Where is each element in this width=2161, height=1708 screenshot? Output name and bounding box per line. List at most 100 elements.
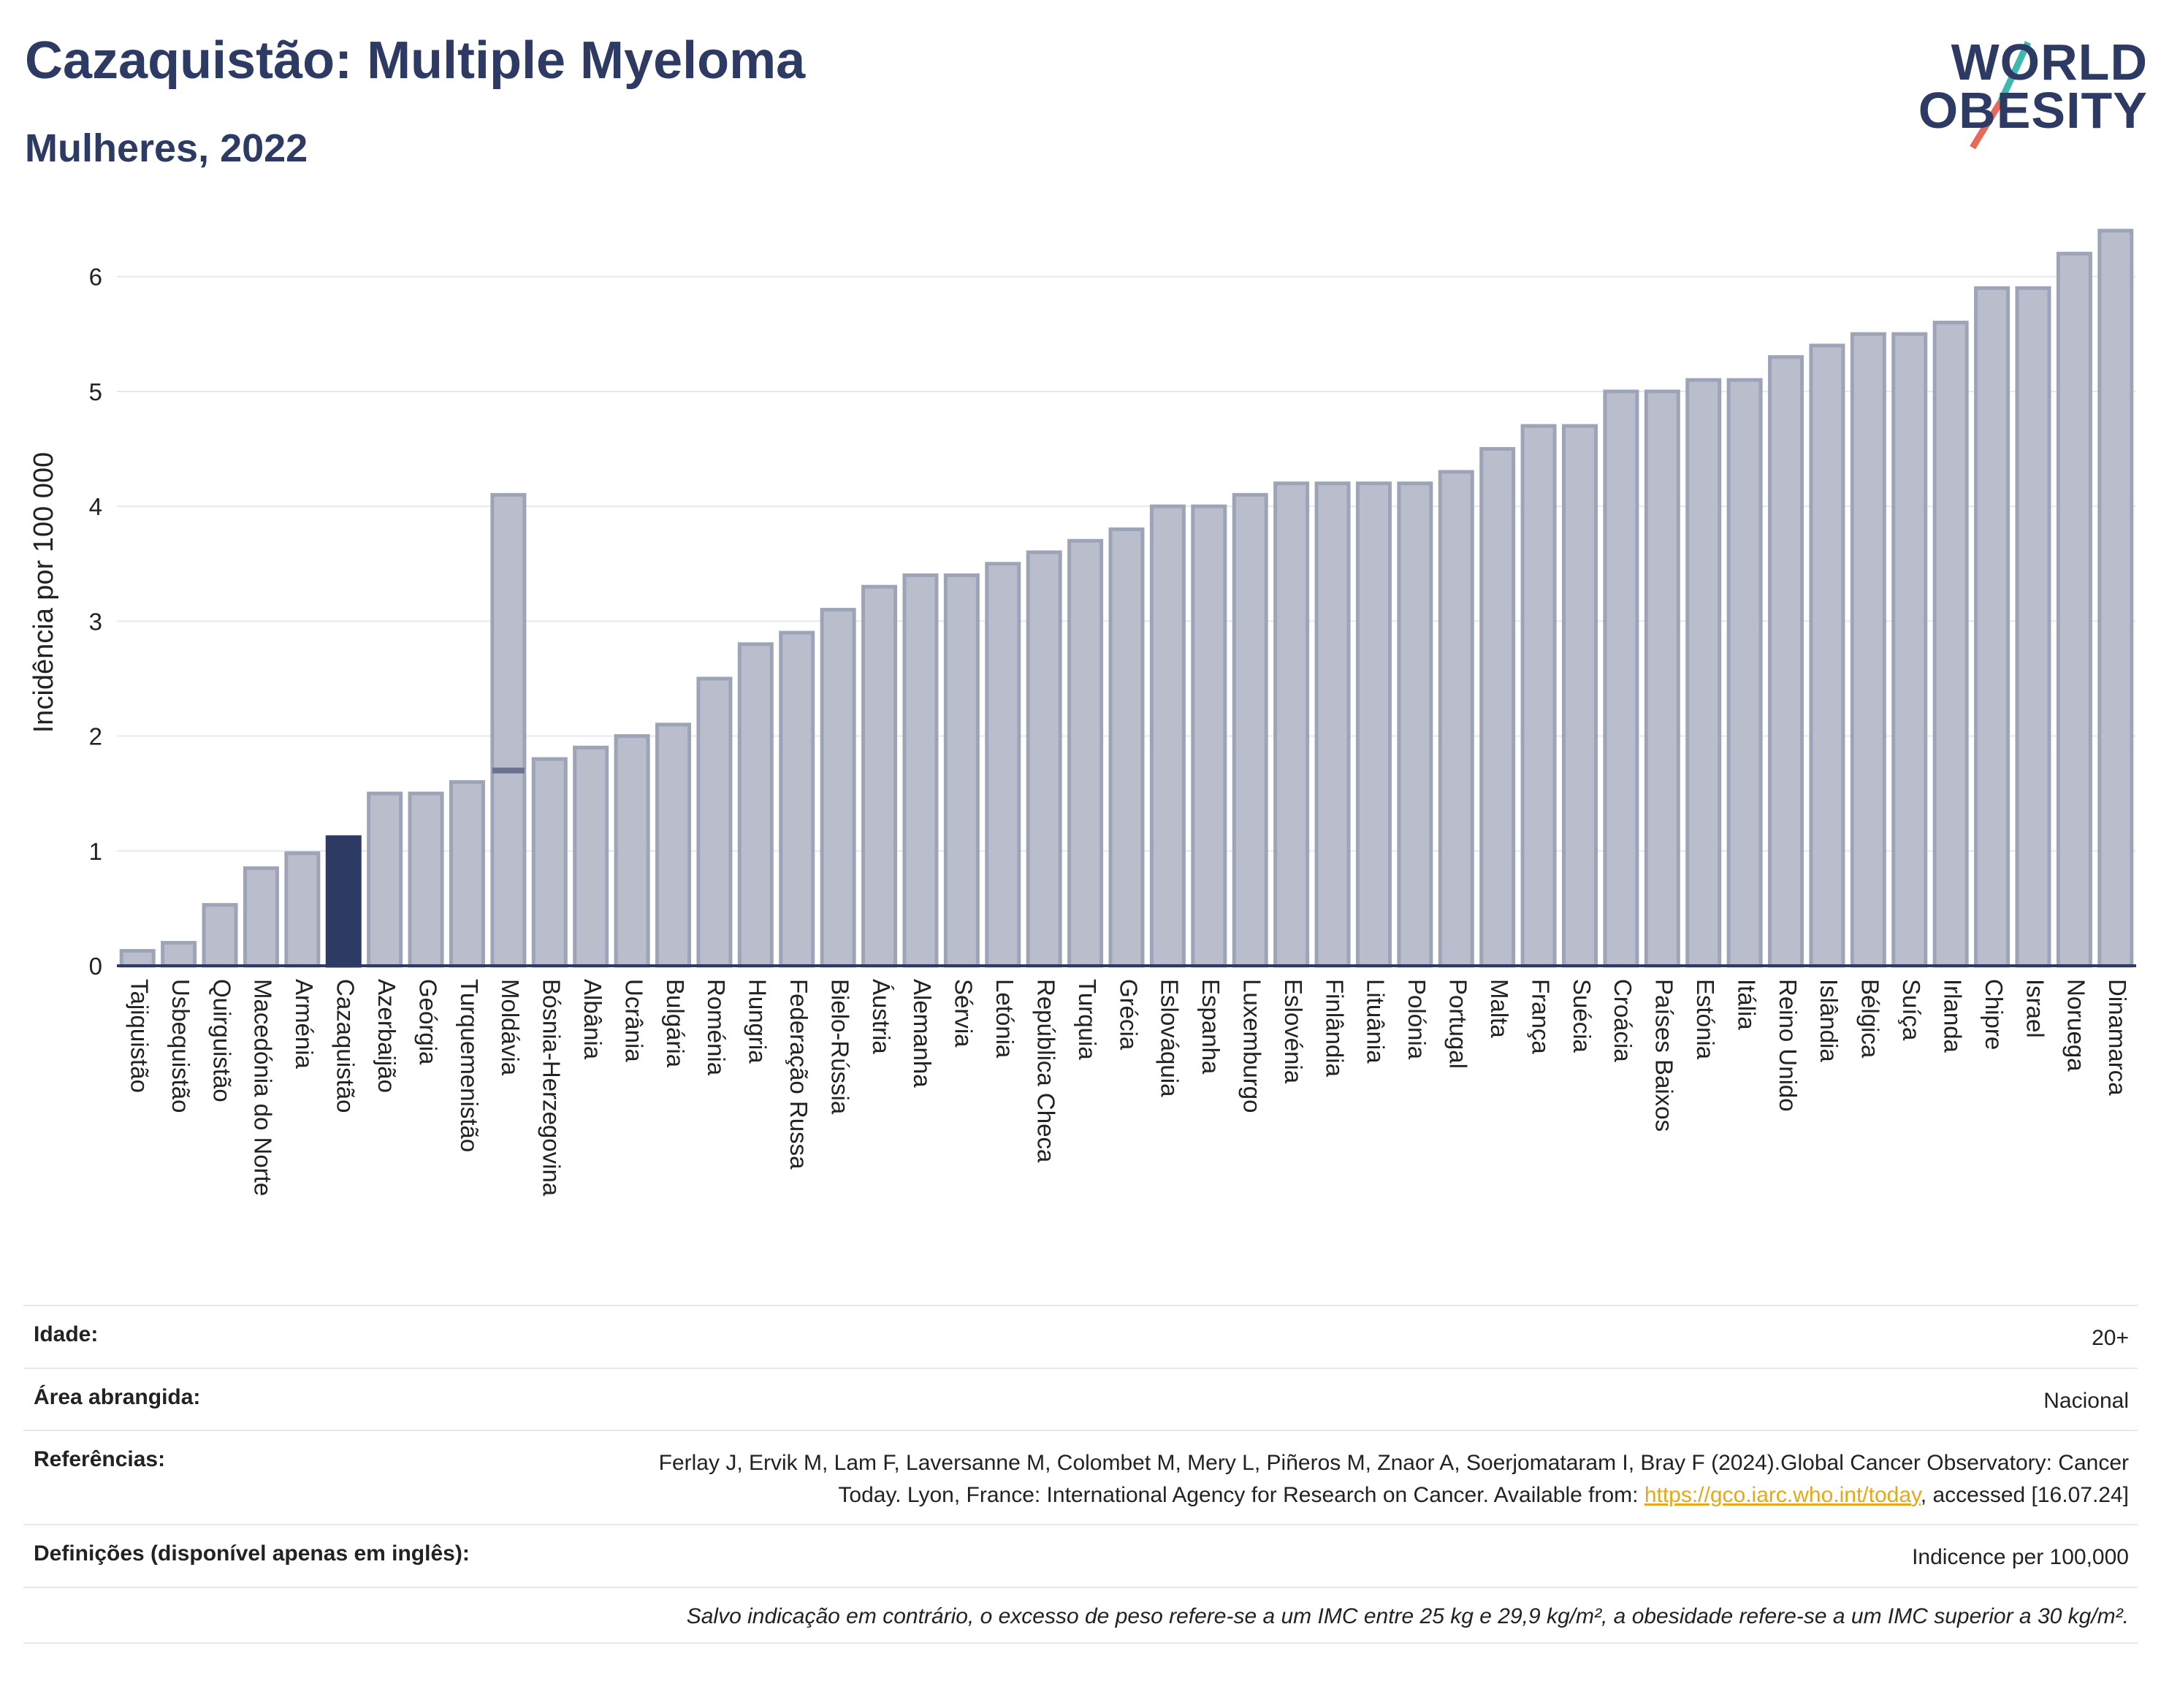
x-tick-label: República Checa (1032, 979, 1059, 1163)
y-tick-label: 4 (89, 493, 102, 520)
y-axis-label: Incidência por 100 000 (28, 452, 59, 733)
x-tick-label: Cazaquistão (332, 979, 359, 1113)
x-tick-label: Polónia (1403, 979, 1430, 1060)
bar (119, 949, 156, 968)
x-tick-label: Portugal (1445, 979, 1472, 1069)
bar (2097, 229, 2134, 968)
age-value: 20+ (2092, 1326, 2129, 1350)
meta-row-age: Idade: 20+ (23, 1305, 2138, 1368)
x-tick-label: Chipre (1981, 979, 2008, 1050)
x-tick-label: Arménia (291, 979, 318, 1070)
bar (1685, 378, 1722, 968)
bar (614, 734, 650, 968)
x-tick-label: Estónia (1692, 979, 1719, 1060)
bar (1314, 481, 1351, 968)
y-tick-label: 6 (89, 264, 102, 291)
meta-row-note: Salvo indicação em contrário, o excesso … (23, 1586, 2138, 1644)
area-value: Nacional (2043, 1388, 2129, 1413)
x-tick-label: Bósnia-Herzegovina (538, 979, 565, 1197)
y-tick-label: 5 (89, 378, 102, 405)
x-tick-label: Grécia (1115, 979, 1142, 1051)
area-label: Área abrangida: (34, 1384, 201, 1409)
bar (655, 723, 692, 968)
references-link[interactable]: https://gco.iarc.who.int/today (1644, 1482, 1921, 1507)
x-tick-label: Itália (1733, 979, 1760, 1030)
x-tick-label: Eslováquia (1156, 979, 1184, 1097)
bar (161, 941, 197, 968)
definitions-label: Definições (disponível apenas em inglês)… (34, 1541, 470, 1566)
bar (202, 903, 238, 968)
x-tick-label: Noruega (2063, 979, 2090, 1072)
x-tick-label: Quirguistão (208, 979, 235, 1102)
bar (531, 757, 568, 968)
bar (1355, 481, 1392, 968)
x-tick-label: Tajiquistão (126, 979, 153, 1093)
bar (243, 866, 279, 968)
bar (1191, 504, 1227, 968)
x-tick-label: Letónia (991, 979, 1018, 1059)
x-tick-label: Turquia (1074, 979, 1101, 1060)
x-tick-label: Azerbaijão (373, 979, 400, 1093)
bar (820, 608, 856, 968)
bar (2015, 286, 2051, 968)
x-tick-label: Roménia (703, 979, 730, 1076)
bar (408, 791, 444, 968)
bar (367, 791, 403, 968)
y-tick-label: 2 (89, 723, 102, 750)
x-tick-label: Bielo-Rússia (826, 979, 853, 1115)
x-tick-label: Luxemburgo (1239, 979, 1266, 1113)
bar (902, 573, 939, 968)
bar (1561, 424, 1598, 968)
x-tick-label: Alemanha (909, 979, 936, 1088)
x-tick-label: Sérvia (950, 979, 977, 1048)
bar (1273, 481, 1310, 968)
bar (1726, 378, 1763, 968)
bar (985, 562, 1021, 968)
x-tick-label: Lituânia (1362, 979, 1390, 1064)
bar (1149, 504, 1186, 968)
bar (696, 676, 733, 968)
bar (573, 745, 609, 968)
bar (1397, 481, 1433, 968)
bar-chart: 0 1 2 3 4 5 6 Incidência por 100 000 Tajiquistão… (28, 229, 2136, 1197)
bar (1026, 550, 1062, 968)
x-tick-label: Países Baixos (1651, 979, 1678, 1132)
logo-line1: WORLD (1951, 34, 2148, 91)
bar (943, 573, 980, 968)
x-tick-label: França (1527, 979, 1554, 1054)
meta-row-definitions: Definições (disponível apenas em inglês)… (23, 1524, 2138, 1587)
bar (737, 642, 774, 968)
bar (1232, 492, 1268, 968)
x-tick-label: Turquemenistão (456, 979, 483, 1152)
bar (449, 779, 485, 968)
references-text: Ferlay J, Ervik M, Lam F, Laversanne M, … (658, 1451, 2129, 1507)
page-title: Cazaquistão: Multiple Myeloma (25, 31, 806, 90)
bar (1850, 332, 1886, 968)
x-tick-label: Finlândia (1321, 979, 1348, 1078)
x-tick-label: Moldávia (497, 979, 524, 1076)
x-tick-label: Eslovénia (1280, 979, 1307, 1084)
bar (1809, 343, 1845, 968)
bar (325, 835, 362, 968)
x-tick-label: Reino Unido (1775, 979, 1802, 1112)
logo-slash-icon (1970, 41, 2032, 150)
x-tick-label: Ucrânia (620, 979, 647, 1062)
x-tick-label: Israel (2021, 979, 2048, 1038)
y-tick-label: 3 (89, 608, 102, 635)
bar (284, 851, 321, 968)
bar (1974, 286, 2011, 968)
bar (1438, 470, 1474, 968)
bar (1479, 446, 1516, 968)
logo-line2: OBESITY (1918, 82, 2148, 139)
bar-marker (492, 767, 525, 774)
bar (1067, 538, 1104, 968)
age-label: Idade: (34, 1322, 99, 1346)
x-tick-label: Espanha (1197, 979, 1224, 1075)
x-tick-label: Suíça (1898, 979, 1925, 1041)
references-label: Referências: (34, 1447, 166, 1471)
x-tick-label: Áustria (868, 979, 895, 1054)
x-tick-label: Usbequistão (167, 979, 194, 1113)
x-tick-label: Croácia (1609, 979, 1636, 1062)
x-tick-label: Federação Russa (785, 979, 812, 1170)
page-subtitle: Mulheres, 2022 (25, 126, 308, 170)
